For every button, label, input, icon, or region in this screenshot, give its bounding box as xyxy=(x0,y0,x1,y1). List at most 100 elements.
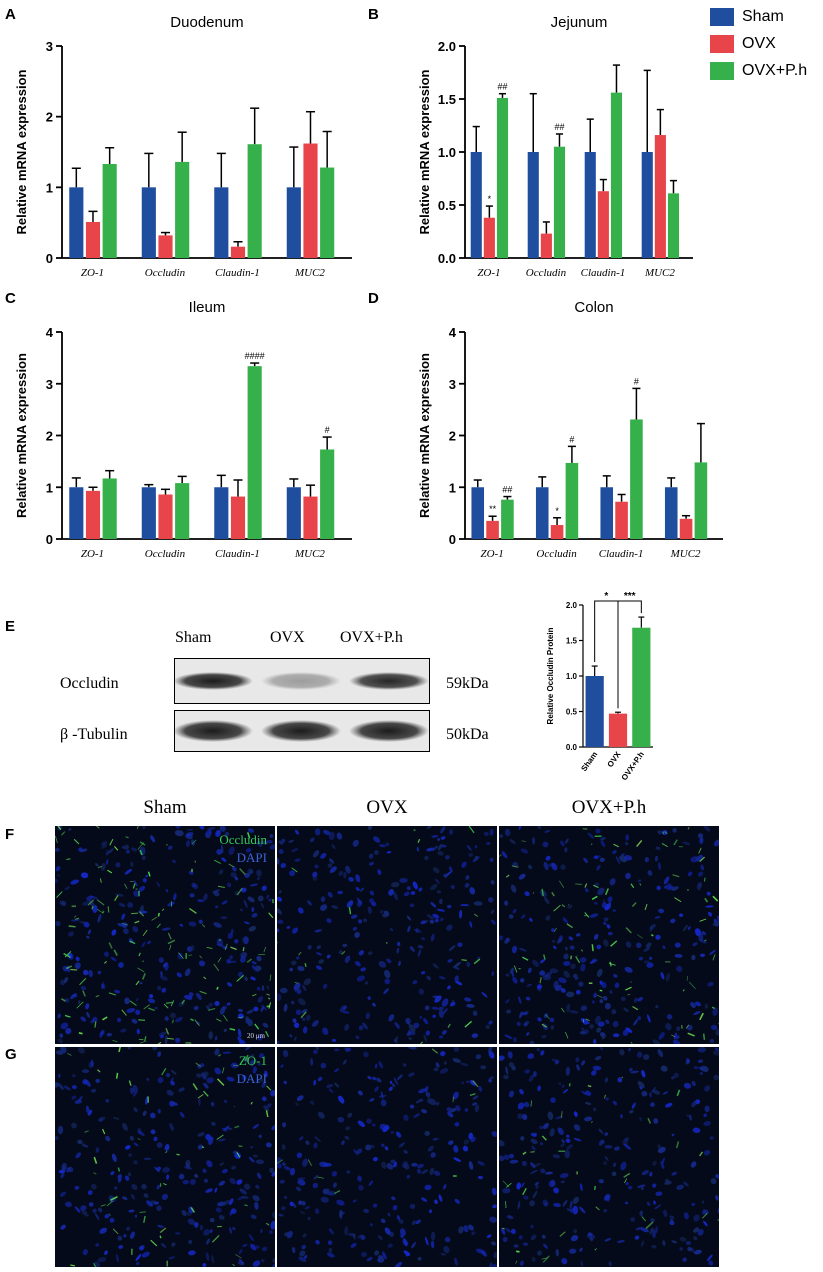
green-signal xyxy=(413,829,416,832)
nucleus xyxy=(519,1011,523,1019)
nucleus xyxy=(427,826,433,829)
nucleus xyxy=(635,1226,643,1231)
nucleus xyxy=(342,1010,350,1014)
nucleus xyxy=(331,1038,337,1042)
nucleus xyxy=(532,1071,537,1077)
nucleus xyxy=(447,904,452,909)
nucleus xyxy=(521,1160,527,1167)
nucleus xyxy=(123,1234,127,1238)
y-tick-label: 1.0 xyxy=(438,145,456,160)
nucleus xyxy=(394,1039,398,1043)
nucleus xyxy=(358,950,365,956)
nucleus xyxy=(312,871,318,878)
nucleus xyxy=(466,1080,470,1083)
nucleus xyxy=(579,1030,586,1035)
nucleus xyxy=(707,911,713,917)
nucleus xyxy=(537,826,541,830)
green-signal xyxy=(144,1036,147,1042)
nucleus xyxy=(713,839,719,847)
green-signal xyxy=(188,954,193,956)
nucleus xyxy=(641,1170,649,1176)
nucleus xyxy=(130,1231,135,1240)
nucleus xyxy=(329,866,337,873)
green-signal xyxy=(199,955,203,959)
nucleus xyxy=(307,1216,311,1221)
x-tick-label: Occludin xyxy=(145,267,186,279)
nucleus xyxy=(573,1124,581,1131)
nucleus xyxy=(439,1068,449,1074)
green-signal xyxy=(246,832,251,839)
green-signal xyxy=(522,1187,527,1196)
nucleus xyxy=(62,965,69,972)
nucleus xyxy=(622,1029,629,1036)
nucleus xyxy=(584,1116,593,1122)
green-signal xyxy=(541,1257,549,1260)
green-signal xyxy=(610,940,618,947)
nucleus xyxy=(80,872,89,879)
nucleus xyxy=(126,1226,130,1231)
green-signal xyxy=(717,1219,719,1221)
nucleus xyxy=(424,1085,429,1093)
green-signal xyxy=(341,950,346,955)
nucleus xyxy=(154,1006,158,1010)
green-signal xyxy=(521,840,526,842)
nucleus xyxy=(326,1252,335,1258)
chart-title: Colon xyxy=(574,299,613,316)
nucleus xyxy=(372,1076,377,1081)
x-tick-label: Claudin-1 xyxy=(599,548,644,560)
x-tick-label: ZO-1 xyxy=(81,267,104,279)
nucleus xyxy=(522,1242,529,1246)
nucleus xyxy=(135,1009,141,1015)
nucleus xyxy=(662,830,668,836)
nucleus xyxy=(613,974,618,978)
nucleus xyxy=(637,1184,646,1189)
green-signal xyxy=(265,1030,270,1037)
green-signal xyxy=(587,1084,592,1088)
nucleus xyxy=(647,1014,651,1023)
nucleus xyxy=(548,1180,555,1188)
nucleus xyxy=(440,1253,446,1256)
nucleus xyxy=(694,1249,702,1255)
nucleus xyxy=(171,1101,178,1106)
nucleus xyxy=(425,1091,431,1098)
nucleus xyxy=(615,856,621,864)
nucleus xyxy=(530,1234,537,1241)
nucleus xyxy=(466,1003,475,1008)
nucleus xyxy=(250,976,256,981)
bar xyxy=(641,152,653,258)
nucleus xyxy=(491,971,494,977)
green-signal xyxy=(191,839,197,845)
green-signal xyxy=(135,980,140,986)
nucleus xyxy=(297,1179,306,1186)
nucleus xyxy=(297,907,304,914)
nucleus xyxy=(132,1084,138,1094)
nucleus xyxy=(637,1016,642,1021)
nucleus xyxy=(305,1140,310,1145)
nucleus xyxy=(372,1156,378,1162)
micrograph-f-ovx-ph xyxy=(499,826,719,1044)
nucleus xyxy=(676,965,683,972)
nucleus xyxy=(504,1034,513,1039)
nucleus xyxy=(214,1035,218,1041)
nucleus xyxy=(647,870,653,876)
nucleus xyxy=(423,1034,428,1043)
bar xyxy=(630,419,643,539)
nucleus xyxy=(403,1114,409,1121)
green-signal xyxy=(237,1016,244,1019)
bar xyxy=(483,217,495,258)
nucleus xyxy=(624,1137,629,1142)
nucleus xyxy=(118,1245,124,1249)
nucleus xyxy=(110,1171,115,1176)
green-signal xyxy=(138,911,145,917)
green-signal xyxy=(595,1206,600,1211)
green-signal xyxy=(530,1151,535,1153)
nucleus xyxy=(172,859,176,864)
green-signal xyxy=(294,982,299,984)
nucleus xyxy=(565,946,568,951)
nucleus xyxy=(117,1017,122,1023)
nucleus xyxy=(320,852,327,859)
nucleus xyxy=(352,839,359,847)
nucleus xyxy=(415,928,419,933)
